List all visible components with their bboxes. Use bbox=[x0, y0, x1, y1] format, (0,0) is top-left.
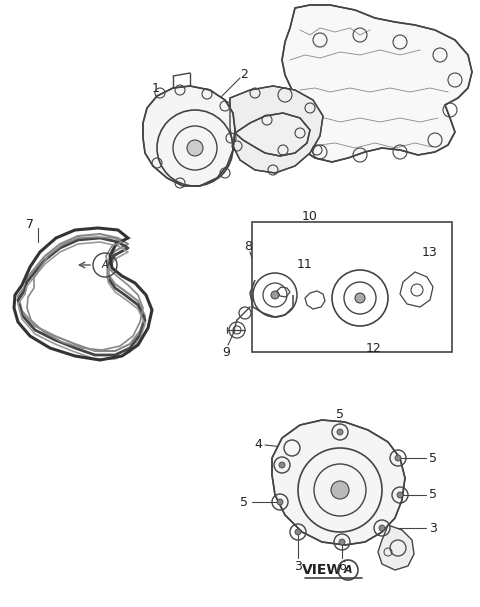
Polygon shape bbox=[230, 86, 323, 173]
Text: 1: 1 bbox=[152, 81, 160, 95]
Circle shape bbox=[331, 481, 349, 499]
Circle shape bbox=[295, 529, 301, 535]
Circle shape bbox=[187, 140, 203, 156]
Text: 3: 3 bbox=[429, 521, 437, 535]
Polygon shape bbox=[143, 86, 235, 186]
Text: VIEW: VIEW bbox=[302, 563, 342, 577]
Text: 9: 9 bbox=[222, 345, 230, 359]
Circle shape bbox=[379, 525, 385, 531]
Polygon shape bbox=[282, 5, 472, 162]
Text: 13: 13 bbox=[422, 246, 438, 260]
Text: 5: 5 bbox=[429, 489, 437, 501]
Text: 5: 5 bbox=[336, 407, 344, 421]
Circle shape bbox=[337, 429, 343, 435]
Polygon shape bbox=[272, 420, 405, 545]
Circle shape bbox=[277, 499, 283, 505]
Bar bbox=[252, 222, 452, 352]
Circle shape bbox=[279, 462, 285, 468]
Circle shape bbox=[397, 492, 403, 498]
Text: 12: 12 bbox=[366, 342, 382, 354]
Text: 6: 6 bbox=[338, 560, 346, 572]
Polygon shape bbox=[378, 525, 414, 570]
Text: 2: 2 bbox=[240, 67, 248, 81]
Text: 10: 10 bbox=[302, 209, 318, 223]
Text: 3: 3 bbox=[294, 560, 302, 572]
Text: A: A bbox=[344, 565, 352, 575]
Circle shape bbox=[355, 293, 365, 303]
Circle shape bbox=[271, 291, 279, 299]
Text: 5: 5 bbox=[429, 452, 437, 464]
Text: 5: 5 bbox=[240, 495, 248, 509]
Circle shape bbox=[395, 455, 401, 461]
Text: 8: 8 bbox=[244, 240, 252, 253]
Text: 7: 7 bbox=[26, 219, 34, 231]
Text: 4: 4 bbox=[254, 438, 262, 450]
Circle shape bbox=[339, 539, 345, 545]
Text: A: A bbox=[102, 260, 108, 270]
Polygon shape bbox=[235, 113, 310, 156]
Text: 11: 11 bbox=[297, 259, 313, 271]
